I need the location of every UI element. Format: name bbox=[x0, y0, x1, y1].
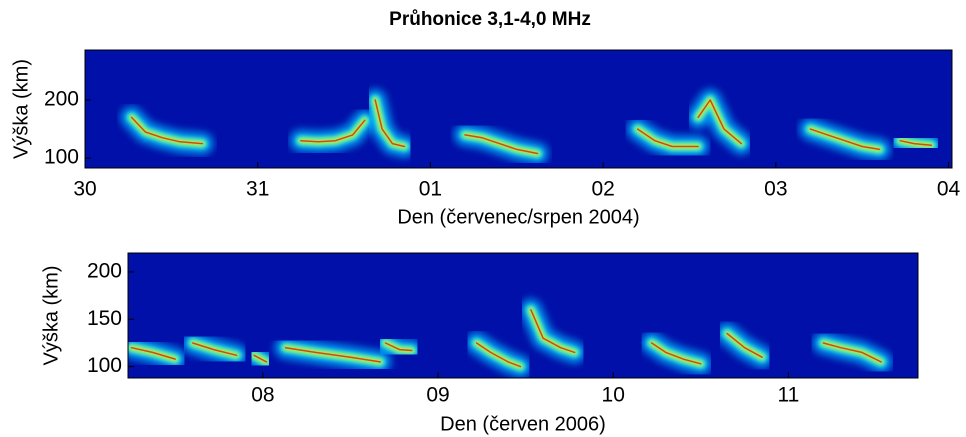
x-tick-label: 08 bbox=[251, 384, 274, 407]
echo-trace bbox=[636, 128, 699, 148]
echo-trace bbox=[284, 346, 381, 363]
x-tick-label: 10 bbox=[602, 384, 625, 407]
traces bbox=[128, 298, 893, 378]
traces bbox=[120, 89, 943, 165]
echo-trace bbox=[530, 309, 576, 354]
x-tick-label: 11 bbox=[777, 384, 799, 407]
plot-frame bbox=[127, 252, 919, 379]
echo-trace bbox=[384, 342, 413, 352]
x-tick-label: 03 bbox=[764, 178, 787, 201]
y-tick-label: 200 bbox=[87, 259, 122, 282]
echo-trace bbox=[300, 119, 366, 143]
y-axis-label: Výška (km) bbox=[10, 59, 32, 159]
echo-trace bbox=[130, 346, 177, 360]
x-tick-label: 04 bbox=[937, 178, 961, 201]
y-axis-label: Výška (km) bbox=[40, 266, 62, 366]
x-axis-label: Den (červen 2006) bbox=[440, 413, 606, 435]
echo-trace bbox=[726, 332, 763, 358]
echo-trace bbox=[253, 354, 268, 363]
x-tick-label: 30 bbox=[73, 178, 96, 201]
echo-trace bbox=[475, 342, 522, 368]
echo-trace bbox=[697, 99, 743, 145]
echo-trace bbox=[822, 342, 882, 363]
x-tick-label: 02 bbox=[591, 178, 614, 201]
y-tick-label: 100 bbox=[44, 146, 79, 169]
y-tick-label: 100 bbox=[87, 354, 122, 377]
y-tick-label: 200 bbox=[44, 88, 79, 111]
x-axis-label: Den (červenec/srpen 2004) bbox=[397, 206, 639, 228]
y-tick-label: 150 bbox=[87, 307, 122, 330]
x-tick-label: 01 bbox=[419, 178, 442, 201]
echo-trace bbox=[650, 342, 702, 365]
plot-frame bbox=[84, 49, 953, 169]
echo-trace bbox=[899, 139, 933, 147]
x-tick-label: 09 bbox=[426, 384, 449, 407]
echo-trace bbox=[464, 134, 539, 155]
chart-title: Průhonice 3,1-4,0 MHz bbox=[389, 9, 591, 30]
echo-trace bbox=[374, 99, 406, 148]
echo-trace bbox=[130, 116, 204, 145]
x-tick-label: 31 bbox=[246, 178, 269, 201]
echo-trace bbox=[809, 128, 881, 151]
echo-trace bbox=[192, 342, 238, 357]
